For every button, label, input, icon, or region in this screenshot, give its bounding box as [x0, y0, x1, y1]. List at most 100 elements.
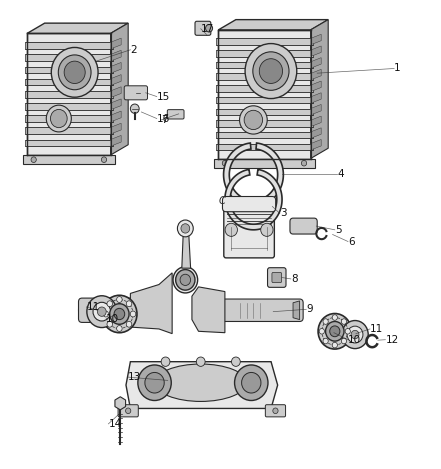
Circle shape	[31, 157, 36, 162]
Ellipse shape	[244, 110, 262, 129]
Circle shape	[273, 408, 278, 414]
Circle shape	[116, 325, 122, 332]
Polygon shape	[310, 139, 321, 150]
Polygon shape	[218, 20, 328, 30]
FancyBboxPatch shape	[25, 103, 113, 110]
Text: 11: 11	[370, 324, 383, 334]
Circle shape	[145, 372, 164, 393]
Polygon shape	[310, 105, 321, 115]
FancyBboxPatch shape	[268, 268, 286, 287]
Circle shape	[235, 365, 268, 401]
Text: 2: 2	[131, 45, 137, 55]
Circle shape	[342, 320, 368, 348]
Text: 6: 6	[348, 236, 355, 247]
Circle shape	[102, 295, 137, 333]
Text: 5: 5	[335, 225, 341, 235]
Text: 8: 8	[291, 274, 298, 284]
Circle shape	[103, 311, 108, 317]
Circle shape	[110, 304, 129, 324]
FancyBboxPatch shape	[221, 299, 303, 321]
Text: C: C	[218, 196, 225, 205]
FancyBboxPatch shape	[25, 128, 113, 134]
Text: 15: 15	[157, 91, 170, 102]
Polygon shape	[310, 34, 321, 45]
FancyBboxPatch shape	[216, 97, 313, 103]
Circle shape	[64, 61, 85, 83]
Ellipse shape	[46, 105, 71, 132]
Text: 7: 7	[161, 115, 168, 125]
Ellipse shape	[239, 106, 267, 134]
Circle shape	[332, 315, 337, 320]
FancyBboxPatch shape	[25, 91, 113, 98]
Circle shape	[253, 52, 289, 91]
Circle shape	[225, 223, 237, 236]
Text: 9: 9	[306, 304, 313, 314]
Circle shape	[330, 326, 340, 337]
Circle shape	[51, 47, 98, 97]
Circle shape	[173, 267, 198, 293]
Circle shape	[341, 319, 347, 325]
FancyBboxPatch shape	[224, 202, 274, 258]
Circle shape	[318, 313, 351, 349]
FancyBboxPatch shape	[216, 108, 313, 115]
Text: 17: 17	[201, 24, 214, 34]
Circle shape	[351, 330, 359, 339]
Polygon shape	[310, 128, 321, 138]
FancyBboxPatch shape	[265, 405, 286, 417]
Circle shape	[161, 357, 170, 366]
Text: 10: 10	[348, 335, 361, 345]
FancyBboxPatch shape	[78, 298, 136, 322]
Circle shape	[126, 321, 132, 327]
Text: 1: 1	[394, 63, 401, 74]
FancyBboxPatch shape	[216, 62, 313, 68]
Polygon shape	[126, 362, 278, 408]
FancyBboxPatch shape	[216, 38, 313, 45]
FancyBboxPatch shape	[216, 132, 313, 138]
Circle shape	[101, 157, 107, 162]
Text: 10: 10	[106, 314, 120, 324]
Circle shape	[341, 338, 347, 344]
FancyBboxPatch shape	[25, 115, 113, 122]
Text: 12: 12	[385, 335, 399, 345]
Polygon shape	[310, 69, 321, 80]
Text: 11: 11	[86, 302, 100, 312]
Circle shape	[116, 296, 122, 303]
FancyBboxPatch shape	[25, 79, 113, 85]
Polygon shape	[111, 23, 128, 155]
FancyBboxPatch shape	[290, 218, 317, 234]
Polygon shape	[111, 62, 121, 73]
Circle shape	[232, 357, 240, 366]
Circle shape	[222, 160, 228, 166]
FancyBboxPatch shape	[216, 50, 313, 57]
Polygon shape	[310, 20, 328, 159]
Polygon shape	[310, 46, 321, 57]
Polygon shape	[310, 81, 321, 91]
FancyBboxPatch shape	[272, 272, 282, 283]
Polygon shape	[192, 287, 225, 333]
Polygon shape	[111, 75, 121, 85]
Circle shape	[87, 296, 117, 327]
Ellipse shape	[50, 109, 67, 128]
Polygon shape	[111, 38, 121, 49]
Circle shape	[196, 357, 205, 366]
Circle shape	[332, 342, 337, 348]
Polygon shape	[111, 111, 121, 122]
Polygon shape	[111, 123, 121, 134]
Circle shape	[131, 104, 139, 113]
FancyBboxPatch shape	[216, 120, 313, 127]
Circle shape	[93, 303, 111, 321]
Polygon shape	[224, 143, 284, 206]
FancyBboxPatch shape	[27, 33, 111, 155]
Polygon shape	[225, 169, 282, 230]
Circle shape	[347, 326, 363, 343]
Text: 4: 4	[337, 169, 344, 179]
Text: 16: 16	[157, 113, 170, 123]
FancyBboxPatch shape	[195, 21, 211, 35]
Polygon shape	[27, 23, 128, 33]
FancyBboxPatch shape	[25, 42, 113, 49]
Circle shape	[181, 224, 190, 233]
FancyBboxPatch shape	[218, 30, 310, 159]
Circle shape	[345, 328, 351, 334]
Polygon shape	[111, 136, 121, 146]
FancyBboxPatch shape	[25, 54, 113, 61]
